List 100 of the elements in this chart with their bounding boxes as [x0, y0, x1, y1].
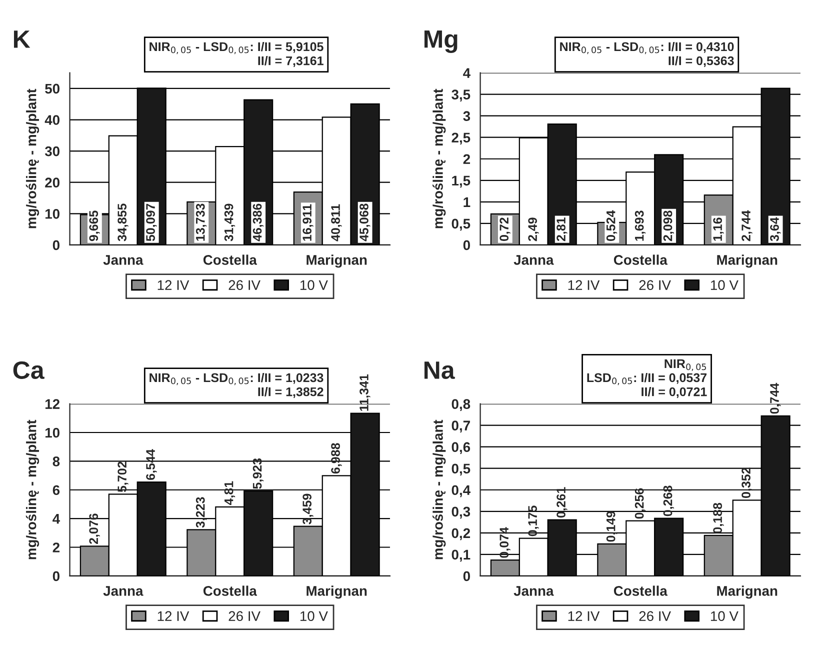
- x-tick-label: Costella: [203, 586, 257, 596]
- legend-label: 10 V: [710, 280, 738, 290]
- y-tick-label: 8: [52, 456, 60, 466]
- text: NIR$_{0,05}$ - LSD$_{0,05}$: I/II = 0,4310 II/I = 0,5363: [560, 42, 734, 67]
- data-label: 40,811: [331, 204, 342, 242]
- data-label: 11,341: [360, 374, 370, 411]
- y-tick-label: 6: [52, 485, 60, 496]
- y-tick-label: 0,8: [452, 399, 470, 412]
- y-tick-label: 0,7: [452, 420, 470, 433]
- y-axis-title: mg/roślinę - mg/plant: [26, 88, 40, 228]
- legend-label: 26 IV: [639, 280, 671, 290]
- data-label: 2,744: [742, 210, 752, 242]
- y-tick-label: 50: [45, 84, 60, 94]
- data-label: 1,693: [634, 210, 646, 241]
- data-label: 0,72: [500, 218, 510, 242]
- legend-label: 12 IV: [568, 280, 600, 290]
- x-tick-label: Marignan: [717, 254, 778, 268]
- data-label: 0,256: [634, 488, 646, 519]
- y-tick-label: 4: [52, 514, 60, 524]
- legend-label: 26 IV: [228, 280, 260, 290]
- y-tick-label: 1: [464, 197, 470, 207]
- data-label: 16,911: [302, 204, 314, 241]
- legend-label: 10 V: [710, 611, 738, 622]
- y-tick-label: 2,5: [452, 132, 470, 145]
- chart-title: Mg: [424, 30, 458, 53]
- data-label: 4,81: [224, 481, 236, 506]
- data-label: 0,744: [770, 382, 781, 414]
- data-label: 13,733: [196, 204, 207, 241]
- x-tick-label: Costella: [203, 254, 257, 265]
- y-tick-label: 0,4: [452, 485, 470, 498]
- data-label: 6,544: [146, 449, 157, 480]
- data-label: 2,098: [663, 210, 674, 242]
- x-tick-label: Marignan: [306, 586, 367, 599]
- data-label: 0,175: [528, 506, 539, 536]
- legend-label: 10 V: [300, 611, 328, 622]
- data-label: 9,665: [89, 210, 100, 242]
- data-label: 0,524: [606, 210, 618, 242]
- y-tick-label: 0,2: [452, 528, 470, 540]
- x-tick-label: Marignan: [717, 586, 778, 599]
- text: NIR$_{0,05}$ - LSD$_{0,05}$: I/II = 5,9105 II/I = 7,3161: [150, 42, 324, 67]
- data-label: 0,149: [606, 511, 618, 542]
- y-axis-title: mg/roślinę - mg/plant: [432, 420, 446, 560]
- data-label: 3,459: [302, 494, 314, 524]
- data-label: 0,268: [663, 486, 674, 516]
- y-tick-label: 0,1: [452, 550, 470, 562]
- y-tick-label: 12: [45, 399, 60, 409]
- legend-label: 12 IV: [158, 280, 190, 290]
- data-label: 1,16: [713, 218, 724, 241]
- data-label: 3,223: [196, 497, 207, 528]
- data-label: 3,64: [770, 217, 781, 242]
- y-tick-label: 0: [52, 240, 60, 250]
- data-label: 5,702: [118, 462, 128, 492]
- legend-label: 26 IV: [639, 611, 671, 622]
- y-tick-label: 0,5: [452, 464, 470, 476]
- y-tick-label: 3: [463, 111, 470, 122]
- x-tick-label: Costella: [614, 254, 668, 265]
- data-label: 0,188: [713, 502, 724, 534]
- chart-title: Na: [424, 362, 455, 380]
- y-tick-label: 40: [44, 115, 60, 125]
- data-label: 2,49: [528, 218, 539, 242]
- y-tick-label: 10: [45, 428, 60, 438]
- x-tick-label: Costella: [614, 586, 668, 596]
- y-tick-label: 2: [52, 542, 60, 552]
- legend-label: 12 IV: [158, 611, 190, 621]
- x-tick-label: Janna: [103, 586, 144, 596]
- y-tick-label: 4: [463, 68, 470, 78]
- data-label: 2,076: [89, 514, 100, 544]
- data-label: 6,988: [331, 443, 342, 474]
- y-tick-label: 30: [44, 146, 60, 156]
- y-tick-label: 0: [463, 240, 470, 250]
- y-tick-label: 2: [463, 154, 470, 164]
- y-axis-title: mg/roślinę - mg/plant: [26, 420, 40, 560]
- data-label: 50,097: [146, 204, 157, 242]
- legend-label: 10 V: [300, 280, 328, 290]
- y-tick-label: 1,5: [452, 176, 470, 188]
- y-tick-label: 3,5: [452, 90, 470, 102]
- x-tick-label: Janna: [103, 255, 144, 265]
- x-tick-label: Marignan: [306, 254, 367, 268]
- chart-title: Ca: [13, 361, 44, 380]
- y-tick-label: 0,6: [452, 442, 470, 454]
- data-label: 5,923: [252, 458, 264, 489]
- text: NIR$_{0,05}$ LSD$_{0,05}$: I/II = 0,0537 II/I = 0,0721: [587, 359, 707, 398]
- y-axis-title: mg/roślinę - mg/plant: [432, 88, 446, 228]
- data-label: 2,81: [556, 218, 568, 242]
- data-label: 0,352: [742, 468, 752, 498]
- y-tick-label: 0: [463, 571, 470, 582]
- legend-label: 26 IV: [228, 611, 260, 622]
- y-tick-label: 0,3: [452, 506, 470, 519]
- y-tick-label: 0,5: [452, 218, 470, 231]
- data-label: 0,261: [556, 487, 568, 518]
- x-tick-label: Janna: [514, 255, 554, 265]
- data-label: 45,068: [360, 204, 370, 242]
- data-label: 0,074: [500, 527, 510, 558]
- data-label: 34,855: [118, 204, 128, 242]
- y-tick-label: 20: [45, 178, 60, 188]
- data-label: 46,386: [252, 204, 264, 242]
- y-tick-label: 10: [45, 208, 60, 219]
- text: NIR$_{0,05}$ - LSD$_{0,05}$: I/II = 1,0233 II/I = 1,3852: [150, 372, 324, 398]
- data-label: 31,439: [224, 204, 236, 242]
- legend-label: 12 IV: [568, 611, 600, 621]
